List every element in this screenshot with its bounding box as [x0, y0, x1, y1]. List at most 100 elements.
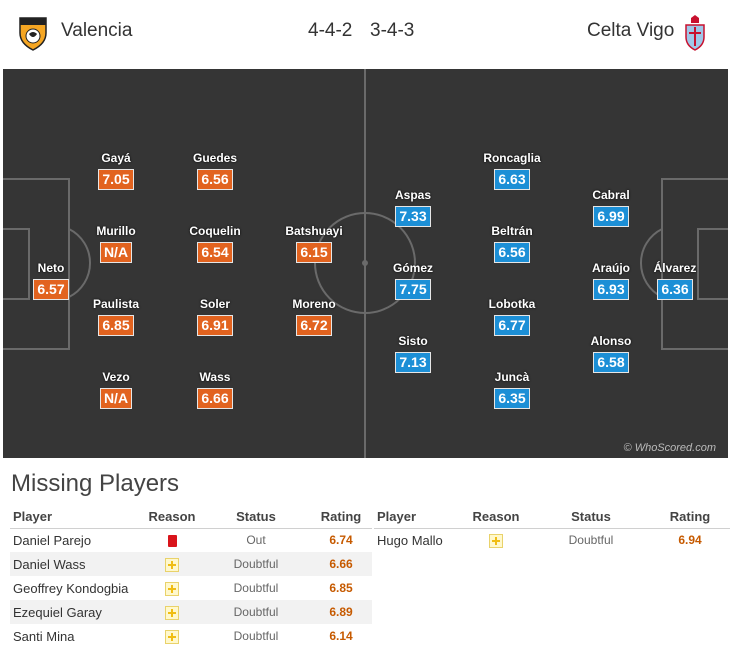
missing-status: Doubtful	[568, 533, 614, 548]
injury-icon	[165, 605, 179, 620]
player-name: Wass	[199, 370, 231, 384]
player-card[interactable]: Beltrán 6.56	[472, 224, 552, 263]
player-card[interactable]: Paulista 6.85	[76, 297, 156, 336]
missing-status: Doubtful	[202, 600, 310, 624]
player-card[interactable]: Vezo N/A	[76, 370, 156, 409]
player-name: Batshuayi	[285, 224, 343, 238]
player-card[interactable]: Juncà 6.35	[472, 370, 552, 409]
player-card[interactable]: Guedes 6.56	[175, 151, 255, 190]
player-name: Lobotka	[488, 297, 536, 311]
player-name: Araújo	[591, 261, 630, 275]
player-card[interactable]: Moreno 6.72	[274, 297, 354, 336]
player-rating: 6.54	[197, 242, 233, 263]
pitch: Neto 6.57 Gayá 7.05 Murillo N/A Paulista 6.8…	[3, 69, 728, 458]
player-card[interactable]: Gayá 7.05	[76, 151, 156, 190]
player-card[interactable]: Aspas 7.33	[373, 188, 453, 227]
missing-player-name[interactable]: Geoffrey Kondogbia	[13, 580, 129, 596]
reason-cell	[142, 552, 202, 576]
reason-cell	[142, 624, 202, 648]
table-header-row: Player Reason Status Rating	[374, 505, 730, 529]
missing-rating: 6.94	[678, 533, 702, 548]
pitch-markings	[3, 69, 728, 458]
player-name: Gayá	[101, 151, 131, 165]
player-rating: 7.33	[395, 206, 431, 227]
player-card[interactable]: Wass 6.66	[175, 370, 255, 409]
player-card[interactable]: Roncaglia 6.63	[472, 151, 552, 190]
player-rating: 6.56	[494, 242, 530, 263]
away-team-name[interactable]: Celta Vigo	[587, 20, 675, 41]
table-row: Daniel Wass Doubtful 6.66	[10, 552, 372, 576]
reason-cell	[460, 528, 532, 552]
player-card[interactable]: Gómez 7.75	[373, 261, 453, 300]
player-rating: 6.77	[494, 315, 530, 336]
missing-status: Out	[246, 533, 266, 548]
player-name: Juncà	[494, 370, 530, 384]
missing-rating: 6.85	[329, 581, 353, 595]
player-name: Beltrán	[491, 224, 533, 238]
player-rating: 6.56	[197, 169, 233, 190]
player-name: Coquelin	[189, 224, 241, 238]
player-card[interactable]: Araújo 6.93	[571, 261, 651, 300]
missing-player-name[interactable]: Daniel Parejo	[13, 532, 92, 548]
player-card[interactable]: Soler 6.91	[175, 297, 255, 336]
player-name: Vezo	[102, 370, 130, 384]
player-name: Neto	[37, 261, 65, 275]
player-rating: 6.93	[593, 279, 629, 300]
player-card[interactable]: Álvarez 6.36	[635, 261, 715, 300]
missing-player-name[interactable]: Hugo Mallo	[377, 532, 443, 548]
player-card[interactable]: Sisto 7.13	[373, 334, 453, 373]
player-rating: 7.05	[98, 169, 134, 190]
missing-player-name[interactable]: Daniel Wass	[10, 552, 142, 576]
away-formation: 3-4-3	[370, 20, 415, 41]
missing-rating: 6.89	[310, 600, 372, 624]
player-rating: 6.91	[197, 315, 233, 336]
player-rating: 6.15	[296, 242, 332, 263]
injury-icon	[489, 534, 503, 549]
watermark: © WhoScored.com	[623, 442, 716, 454]
injury-icon	[165, 581, 179, 596]
home-missing-table: Player Reason Status Rating Daniel Parej…	[10, 505, 372, 648]
missing-players-title: Missing Players	[11, 470, 180, 497]
player-card[interactable]: Alonso 6.58	[571, 334, 651, 373]
player-card[interactable]: Murillo N/A	[76, 224, 156, 263]
missing-rating: 6.74	[329, 533, 353, 548]
player-name: Gómez	[392, 261, 433, 275]
player-name: Aspas	[394, 188, 432, 202]
missing-player-name[interactable]: Ezequiel Garay	[10, 600, 142, 624]
player-rating: 6.85	[98, 315, 134, 336]
player-name: Paulista	[92, 297, 140, 311]
player-card[interactable]: Coquelin 6.54	[175, 224, 255, 263]
table-row: Ezequiel Garay Doubtful 6.89	[10, 600, 372, 624]
player-card[interactable]: Batshuayi 6.15	[274, 224, 354, 263]
player-rating: 7.75	[395, 279, 431, 300]
player-name: Sisto	[398, 334, 428, 348]
status-column-header: Status	[532, 505, 650, 529]
player-rating: 6.58	[593, 352, 629, 373]
player-name: Guedes	[192, 151, 237, 165]
rating-column-header: Rating	[310, 505, 372, 529]
player-card[interactable]: Cabral 6.99	[571, 188, 651, 227]
player-card[interactable]: Lobotka 6.77	[472, 297, 552, 336]
player-card[interactable]: Neto 6.57	[11, 261, 91, 300]
table-row: Santi Mina Doubtful 6.14	[10, 624, 372, 648]
player-rating: 6.99	[593, 206, 629, 227]
reason-column-header: Reason	[142, 505, 202, 529]
celta-vigo-crest-icon[interactable]	[683, 15, 707, 51]
reason-cell	[142, 600, 202, 624]
missing-rating: 6.14	[329, 629, 353, 643]
player-rating: 6.36	[657, 279, 693, 300]
away-missing-table: Player Reason Status Rating Hugo Mallo D…	[374, 505, 730, 552]
player-rating: 6.57	[33, 279, 69, 300]
valencia-crest-icon[interactable]	[18, 15, 48, 51]
table-row: Hugo Mallo Doubtful 6.94	[374, 528, 730, 552]
rating-column-header: Rating	[650, 505, 730, 529]
player-name: Murillo	[96, 224, 136, 238]
player-rating: 6.72	[296, 315, 332, 336]
table-row: Daniel Parejo Out 6.74	[10, 528, 372, 552]
home-team-name[interactable]: Valencia	[61, 20, 133, 41]
player-name: Roncaglia	[483, 151, 541, 165]
player-name: Álvarez	[653, 261, 697, 275]
missing-player-name[interactable]: Santi Mina	[13, 628, 75, 644]
missing-status: Doubtful	[233, 629, 279, 643]
player-rating: N/A	[99, 388, 133, 409]
